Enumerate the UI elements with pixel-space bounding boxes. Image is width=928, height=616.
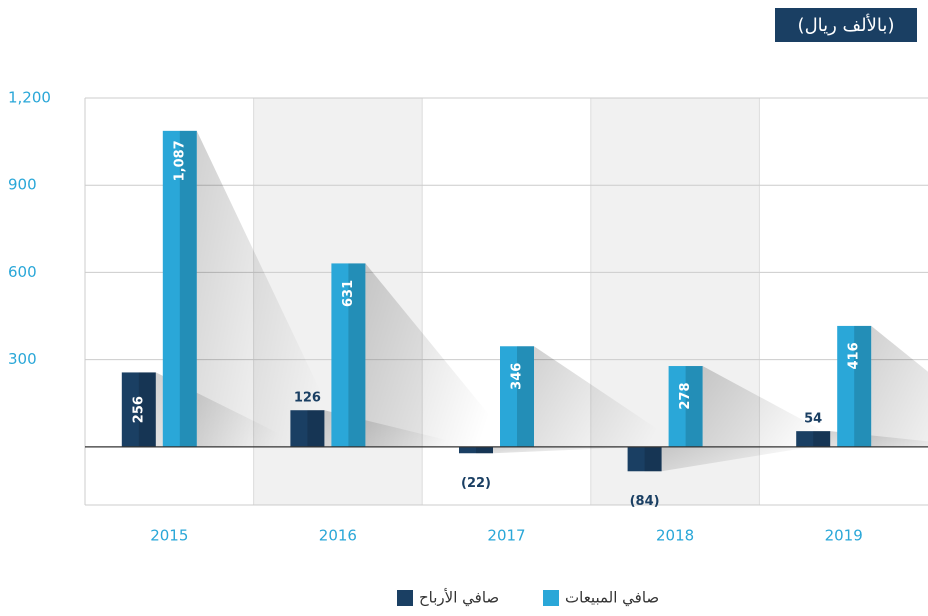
y-tick-label: 300 <box>8 350 37 368</box>
bar-facet <box>179 130 197 447</box>
bar-shadow <box>534 346 684 447</box>
bar-facet <box>307 410 325 447</box>
bar <box>500 346 534 447</box>
bar-facet <box>138 372 156 447</box>
bar <box>627 446 662 472</box>
data-label: 278 <box>678 382 693 409</box>
bar <box>162 130 197 447</box>
bar <box>290 410 325 447</box>
bar-facet <box>644 446 662 472</box>
bar <box>796 431 831 447</box>
bar-facet <box>813 431 831 447</box>
bar-shadow <box>702 366 853 447</box>
bar-shadow <box>493 446 643 454</box>
bar-facet <box>854 325 872 447</box>
y-tick-label: 1,200 <box>8 89 51 107</box>
bar <box>837 325 872 447</box>
bar-facet <box>476 446 493 454</box>
data-label: 416 <box>847 342 862 369</box>
bar-shadow <box>365 263 516 447</box>
data-label: 54 <box>804 412 822 427</box>
bar-shadow <box>871 325 928 447</box>
data-label: 256 <box>131 396 146 423</box>
legend-swatch <box>397 590 413 606</box>
legend-label: صافي المبيعات <box>565 589 659 608</box>
x-tick-label: 2018 <box>656 527 694 545</box>
bar-facet <box>685 366 703 447</box>
bar-facet <box>517 346 534 447</box>
bar-shadow <box>661 446 812 472</box>
bar <box>121 372 156 447</box>
bar <box>331 263 366 447</box>
data-label: 1,087 <box>172 140 187 181</box>
data-label: (22) <box>461 476 491 491</box>
data-label: 346 <box>510 363 525 390</box>
data-label: 631 <box>341 280 356 307</box>
data-label: 126 <box>294 391 321 406</box>
title-box <box>775 8 917 42</box>
bar <box>459 446 493 454</box>
bar <box>668 366 703 447</box>
chart-title: (بالألف ريال) <box>798 14 895 36</box>
y-tick-label: 900 <box>8 176 37 194</box>
legend-swatch <box>543 590 559 606</box>
data-label: (84) <box>630 494 660 509</box>
bar-shadow <box>196 130 347 447</box>
x-tick-label: 2019 <box>825 527 863 545</box>
x-tick-label: 2017 <box>487 527 525 545</box>
x-tick-label: 2016 <box>319 527 357 545</box>
x-tick-label: 2015 <box>150 527 188 545</box>
bar-facet <box>348 263 366 447</box>
legend-label: صافي الأرباح <box>419 588 499 608</box>
y-tick-label: 600 <box>8 263 37 281</box>
